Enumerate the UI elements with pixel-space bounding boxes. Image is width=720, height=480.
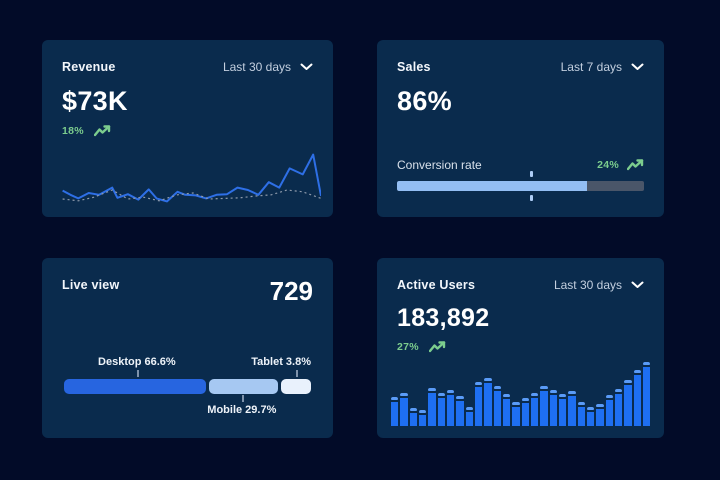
user-bar xyxy=(642,362,651,426)
revenue-value: $73K xyxy=(62,86,128,116)
user-bar xyxy=(409,408,417,426)
trend-up-icon xyxy=(93,125,111,137)
user-bar xyxy=(568,390,576,426)
progress-fill xyxy=(397,181,588,191)
user-bar xyxy=(624,379,632,426)
live-view-card: Live view 729 Desktop 66.6% Tablet 3.8% M… xyxy=(42,258,333,438)
user-bar xyxy=(474,382,483,426)
device-split-stacked-bar xyxy=(64,379,311,394)
active-users-period-dropdown[interactable]: Last 30 days xyxy=(554,278,644,292)
trend-up-icon xyxy=(627,159,644,171)
segment-tick-desktop xyxy=(136,370,139,377)
segment-label-desktop: Desktop 66.6% xyxy=(98,356,176,368)
segment-desktop xyxy=(64,379,206,394)
chevron-down-icon xyxy=(631,281,644,289)
user-bar xyxy=(502,394,511,426)
user-bar xyxy=(400,392,408,426)
segment-label-mobile: Mobile 29.7% xyxy=(207,404,277,416)
sales-card-title: Sales xyxy=(397,60,431,74)
user-bar xyxy=(521,397,529,426)
live-view-card-title: Live view xyxy=(62,278,120,292)
progress-marker-tick xyxy=(530,171,533,177)
user-bar xyxy=(493,386,501,426)
user-bar xyxy=(586,406,595,426)
revenue-line-chart xyxy=(60,145,321,205)
active-users-delta: 27% xyxy=(397,341,419,353)
user-bar xyxy=(577,401,585,426)
chevron-down-icon xyxy=(631,63,644,71)
trend-up-icon xyxy=(428,341,446,353)
user-bar xyxy=(549,389,557,426)
progress-track xyxy=(397,181,644,191)
user-bar xyxy=(437,392,445,426)
revenue-delta: 18% xyxy=(62,125,84,137)
active-users-card: Active Users Last 30 days 183,892 27% xyxy=(377,258,664,438)
user-bar xyxy=(614,388,623,426)
user-bar xyxy=(456,395,464,426)
user-bar xyxy=(633,369,641,426)
segment-tick-mobile xyxy=(241,395,244,402)
conversion-rate-label: Conversion rate xyxy=(397,158,482,172)
progress-marker-tick xyxy=(530,195,533,201)
segment-tablet xyxy=(280,379,311,394)
user-bar xyxy=(596,404,604,426)
user-bar xyxy=(484,378,492,426)
segment-label-tablet: Tablet 3.8% xyxy=(251,356,311,368)
revenue-card: Revenue Last 30 days $73K 18% xyxy=(42,40,333,217)
user-bar xyxy=(530,392,539,426)
active-users-value: 183,892 xyxy=(397,304,490,332)
device-split-chart: Desktop 66.6% Tablet 3.8% Mobile 29.7% xyxy=(64,356,311,418)
revenue-card-title: Revenue xyxy=(62,60,116,74)
user-bar xyxy=(428,387,436,426)
segment-tick-tablet xyxy=(296,370,299,377)
live-view-value: 729 xyxy=(269,276,313,306)
user-bar xyxy=(465,406,473,426)
conversion-progress-bar xyxy=(397,171,644,201)
sales-period-dropdown[interactable]: Last 7 days xyxy=(561,60,644,74)
active-users-card-title: Active Users xyxy=(397,278,476,292)
active-users-period-label: Last 30 days xyxy=(553,278,622,292)
chevron-down-icon xyxy=(300,63,313,71)
sales-card: Sales Last 7 days 86% Conversion rate 24… xyxy=(377,40,664,217)
user-bar xyxy=(605,395,613,426)
user-bar xyxy=(512,401,520,426)
user-bar xyxy=(540,385,548,426)
revenue-period-label: Last 30 days xyxy=(222,60,291,74)
user-bar xyxy=(418,410,427,426)
active-users-bar-chart xyxy=(391,362,651,426)
revenue-period-dropdown[interactable]: Last 30 days xyxy=(223,60,313,74)
user-bar xyxy=(391,397,399,426)
sales-delta: 24% xyxy=(597,159,619,171)
user-bar xyxy=(446,389,455,426)
segment-mobile xyxy=(208,379,278,394)
user-bar xyxy=(558,394,567,426)
sales-period-label: Last 7 days xyxy=(560,60,622,74)
sales-value: 86% xyxy=(397,86,452,116)
